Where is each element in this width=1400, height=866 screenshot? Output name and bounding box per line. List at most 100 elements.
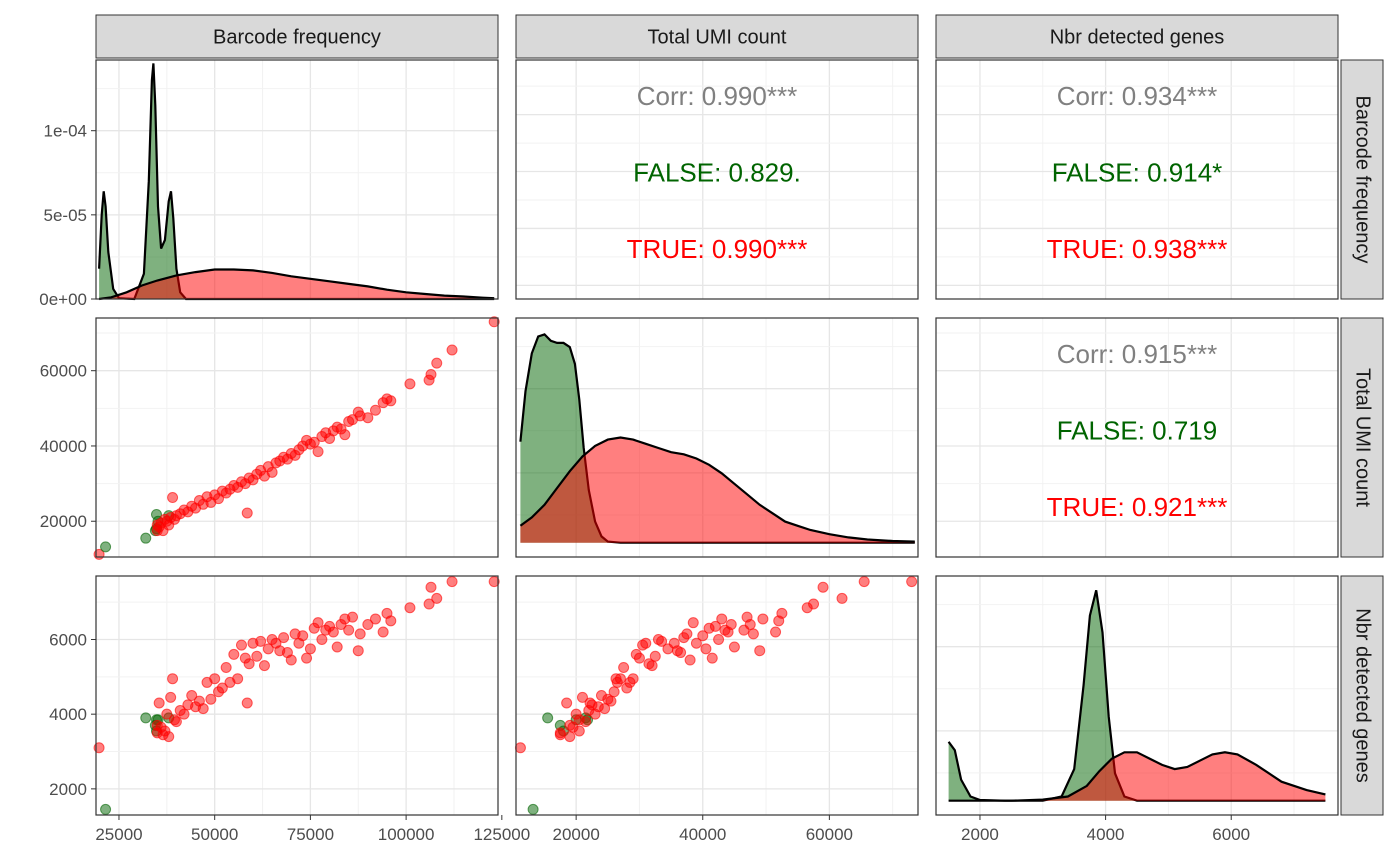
scatter-point: [599, 703, 611, 715]
scatter-point: [728, 641, 740, 653]
correlation-text: Corr: 0.934***: [1057, 81, 1217, 111]
panel-border: [515, 317, 919, 558]
scatter-point: [209, 673, 221, 685]
scatter-point: [602, 693, 614, 705]
scatter-point: [170, 716, 182, 728]
scatter-point: [627, 673, 639, 685]
panel-border: [95, 59, 499, 300]
scatter-point: [228, 648, 240, 660]
panel-border: [935, 575, 1339, 816]
scatter-point: [362, 619, 374, 631]
scatter-point: [836, 592, 848, 604]
panel: [935, 575, 1339, 816]
y-tick-label: 40000: [40, 437, 87, 456]
scatter-point: [205, 693, 217, 705]
scatter-point: [167, 492, 179, 504]
correlation-text: TRUE: 0.938***: [1047, 234, 1228, 264]
x-tick-label: 50000: [191, 825, 238, 844]
x-tick-label: 40000: [679, 825, 726, 844]
scatter-point: [153, 697, 165, 709]
panel: Corr: 0.915*** FALSE: 0.719 TRUE: 0.921***: [935, 317, 1339, 558]
scatter-point: [425, 581, 437, 593]
column-strip: [935, 14, 1339, 59]
y-tick-label: 20000: [40, 512, 87, 531]
scatter-point: [652, 633, 664, 645]
scatter-point: [258, 660, 270, 672]
scatter-point: [377, 626, 389, 638]
panel: [93, 575, 500, 816]
scatter-point: [255, 635, 267, 647]
x-tick-label: 125000: [473, 825, 530, 844]
y-tick-label: 5e-05: [44, 206, 87, 225]
density-area-true: [520, 437, 915, 543]
scatter-point: [706, 652, 718, 664]
panel-border: [935, 317, 1339, 558]
x-tick-label: 25000: [95, 825, 142, 844]
correlation-text: TRUE: 0.921***: [1047, 492, 1228, 522]
y-tick-label: 4000: [49, 705, 87, 724]
scatter-point: [584, 697, 596, 709]
row-strip-label: Nbr detected genes: [1352, 608, 1374, 783]
scatter-point: [542, 712, 554, 724]
panel-border: [95, 575, 499, 816]
scatter-point: [216, 682, 228, 694]
panel: [95, 59, 499, 301]
scatter-point: [488, 316, 500, 328]
scatter-point: [100, 803, 112, 815]
scatter-point: [817, 581, 829, 593]
scatter-point: [906, 576, 918, 588]
scatter-point: [161, 708, 173, 720]
scatter-point: [773, 615, 785, 627]
scatter-point: [167, 673, 179, 685]
scatter-point: [241, 507, 253, 519]
scatter-point: [614, 673, 626, 685]
x-tick-label: 100000: [378, 825, 435, 844]
y-tick-label: 2000: [49, 780, 87, 799]
panel-border: [95, 317, 499, 558]
scatter-point: [564, 731, 576, 743]
scatter-point: [744, 619, 756, 631]
scatter-point: [327, 626, 339, 638]
correlation-text: FALSE: 0.914*: [1052, 157, 1223, 187]
x-tick-label: 4000: [1087, 825, 1125, 844]
scatter-point: [266, 466, 278, 478]
scatter-point: [681, 628, 693, 640]
scatter-point: [488, 576, 500, 588]
x-tick-label: 2000: [961, 825, 999, 844]
scatter-point: [561, 697, 573, 709]
row-strip-label: Total UMI count: [1352, 368, 1374, 507]
column-strip: [515, 14, 919, 59]
correlation-text: Corr: 0.990***: [637, 81, 797, 111]
row-strip-label: Barcode frequency: [1352, 96, 1374, 264]
panel-border: [935, 59, 1339, 300]
scatter-point: [858, 576, 870, 588]
scatter-point: [362, 412, 374, 424]
scatter-point: [709, 620, 721, 632]
scatter-point: [312, 617, 324, 629]
scatter-point: [186, 690, 198, 701]
x-tick-label: 60000: [806, 825, 853, 844]
column-strip: [95, 14, 499, 59]
row-strip: [1340, 59, 1384, 300]
scatter-point: [646, 660, 658, 672]
correlation-text: FALSE: 0.829.: [633, 157, 801, 187]
scatter-point: [354, 628, 366, 640]
scatter-point: [573, 725, 585, 737]
density-line-true: [519, 436, 915, 543]
scatter-point: [716, 613, 728, 625]
scatter-point: [285, 654, 297, 666]
scatter-point: [446, 576, 458, 588]
panel: Corr: 0.934*** FALSE: 0.914* TRUE: 0.938**…: [935, 59, 1339, 300]
scatter-point: [308, 436, 320, 448]
row-strip: [1340, 317, 1384, 558]
scatter-point: [725, 619, 737, 631]
column-strip-label: Barcode frequency: [213, 27, 381, 49]
scatter-point: [369, 404, 381, 416]
y-tick-label: 6000: [49, 630, 87, 649]
scatter-point: [527, 803, 539, 815]
density-line-true: [98, 268, 495, 301]
scatter-point: [347, 611, 359, 623]
scatter-point: [163, 731, 175, 743]
scatter-point: [243, 658, 255, 670]
